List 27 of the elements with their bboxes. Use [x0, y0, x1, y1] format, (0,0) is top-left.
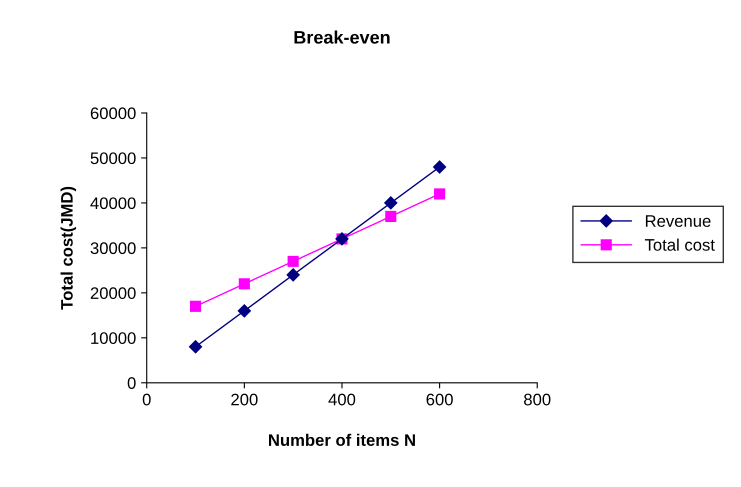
point: [188, 340, 202, 354]
y-tick-label: 30000: [90, 242, 136, 254]
x-axis-title: Number of items N: [269, 434, 415, 446]
y-tick-label: 50000: [90, 152, 136, 164]
point: [385, 210, 396, 222]
y-axis-title: Total cost(JMD): [60, 186, 76, 310]
point: [288, 256, 299, 267]
chart-title: Break-even: [294, 30, 390, 44]
point: [434, 188, 446, 200]
legend-label: Revenue: [646, 215, 711, 227]
x-tick-label: 800: [524, 394, 550, 406]
x-tick-label: 400: [328, 394, 356, 406]
x-tick-label: 0: [142, 394, 151, 406]
point: [286, 268, 300, 282]
y-tick-label: 20000: [90, 287, 136, 300]
point: [384, 196, 398, 210]
x-tick-label: 600: [426, 394, 453, 406]
point: [238, 278, 250, 290]
point: [190, 300, 202, 312]
y-tick-label: 0: [128, 377, 136, 389]
point: [433, 160, 446, 174]
y-tick-label: 60000: [90, 107, 136, 120]
y-tick-label: 10000: [91, 332, 136, 344]
point: [238, 304, 251, 318]
y-tick-label: 40000: [90, 197, 136, 210]
legend-label: Total cost: [644, 238, 715, 251]
x-tick-label: 200: [231, 394, 258, 406]
